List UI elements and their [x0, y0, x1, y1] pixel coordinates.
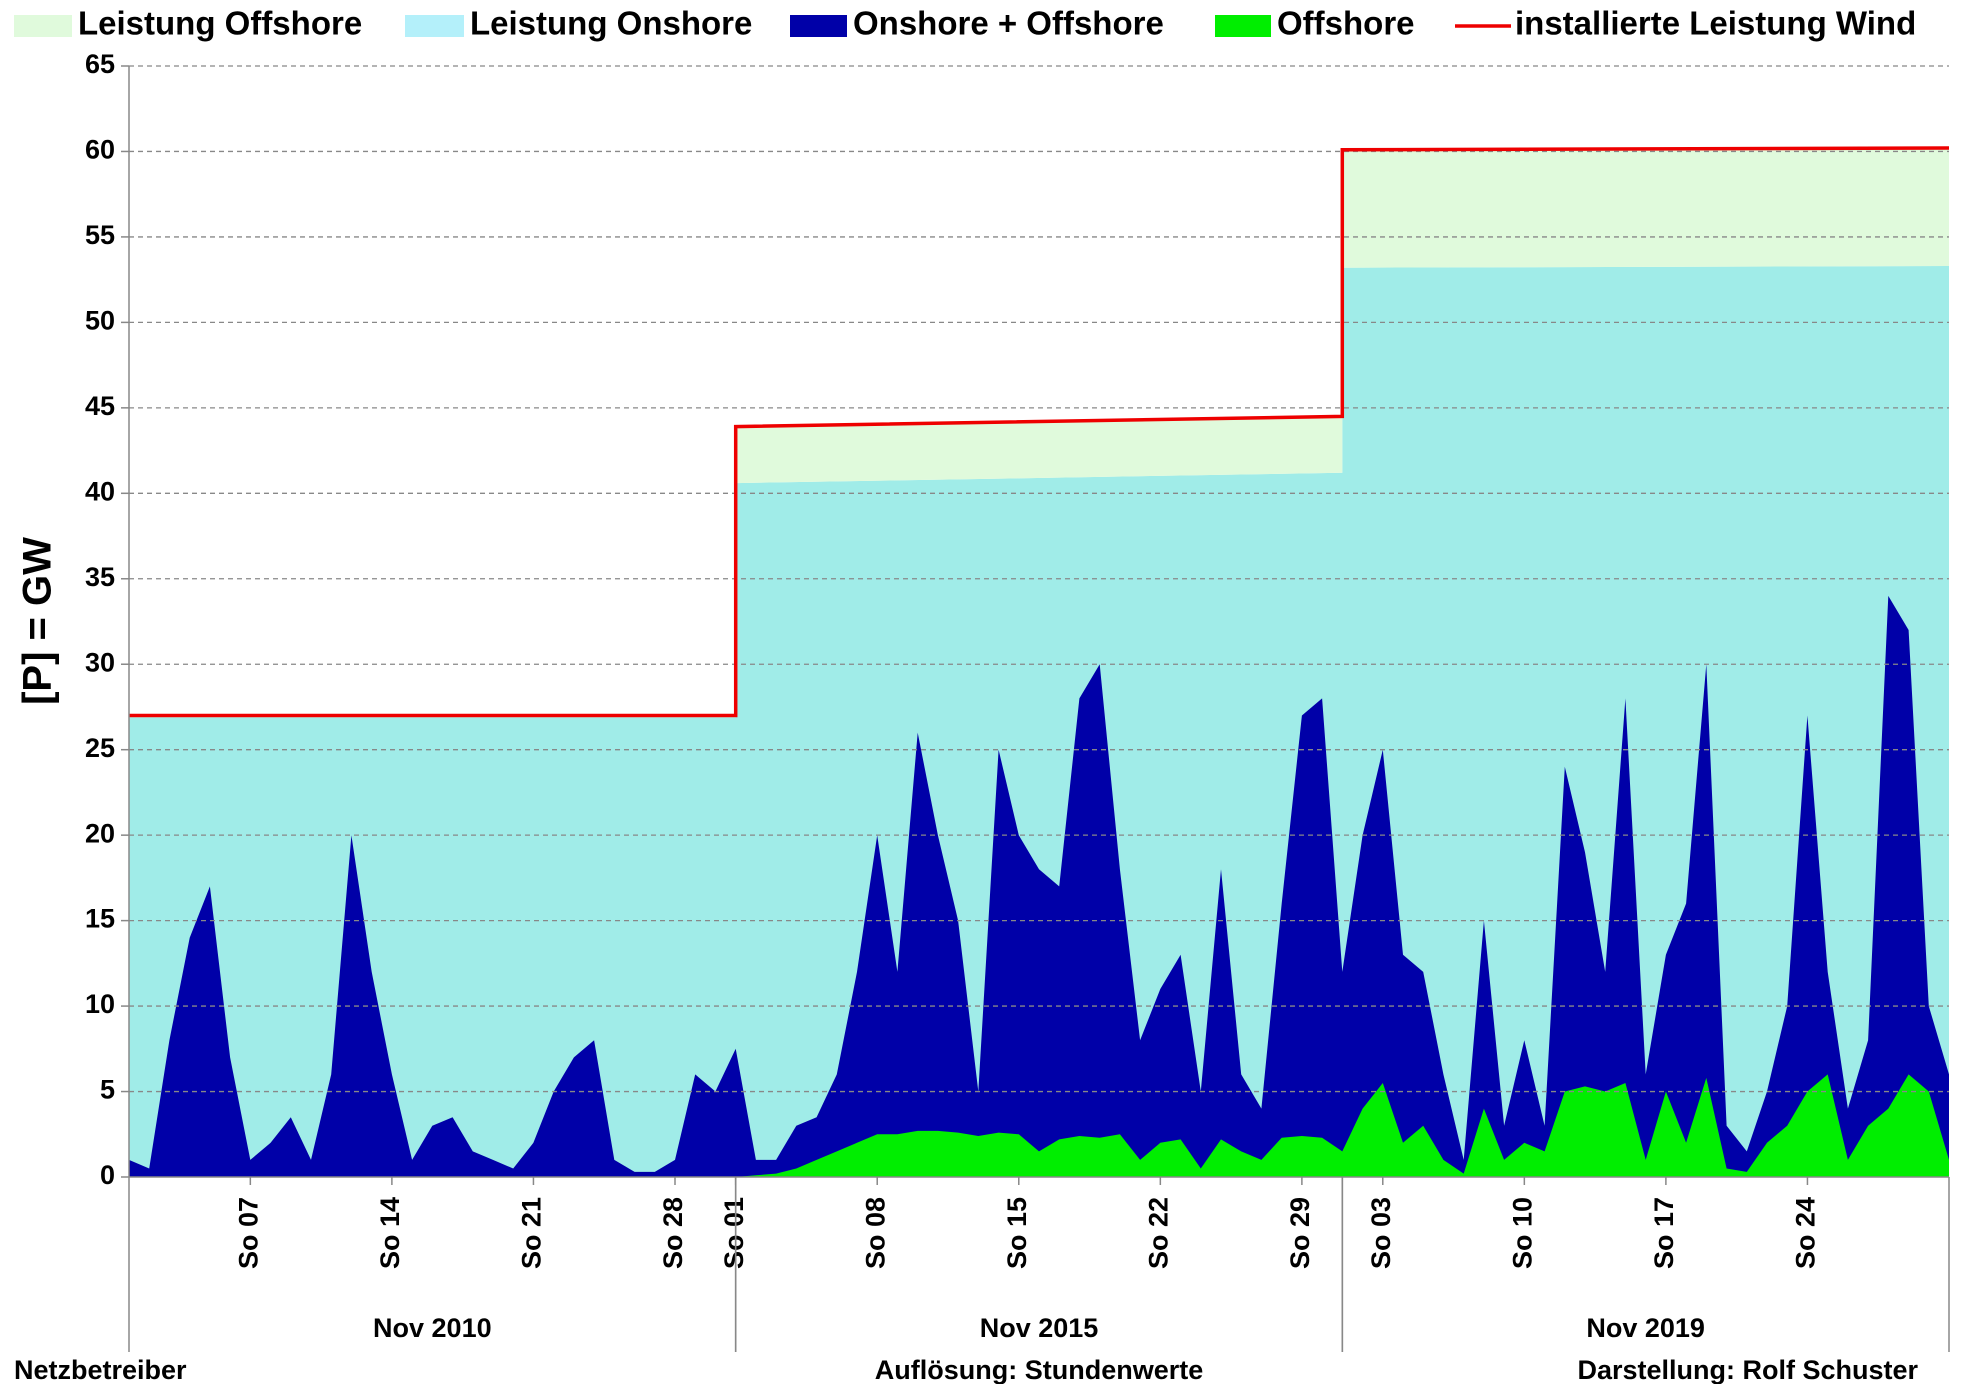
legend-label: Leistung Onshore	[470, 5, 752, 42]
group-label: Nov 2010	[373, 1313, 492, 1343]
legend-swatch	[790, 15, 847, 37]
x-tick-label: So 17	[1649, 1197, 1679, 1269]
x-tick-label: So 01	[719, 1197, 749, 1269]
y-tick-label: 15	[85, 904, 115, 934]
legend-swatch	[405, 15, 464, 37]
y-axis-label: [P] = GW	[16, 537, 60, 705]
x-tick-label: So 29	[1285, 1197, 1315, 1269]
legend-label: installierte Leistung Wind	[1515, 5, 1916, 42]
x-tick-label: So 28	[658, 1197, 688, 1269]
y-tick-label: 0	[100, 1160, 115, 1190]
y-tick-label: 30	[85, 647, 115, 677]
legend-swatch	[14, 15, 72, 37]
y-tick-label: 50	[85, 306, 115, 336]
legend-label: Leistung Offshore	[78, 5, 362, 42]
group-label: Nov 2015	[980, 1313, 1099, 1343]
y-tick-label: 20	[85, 818, 115, 848]
y-tick-label: 45	[85, 391, 115, 421]
footer-right: Darstellung: Rolf Schuster	[1577, 1355, 1918, 1384]
y-tick-label: 60	[85, 135, 115, 165]
footer-left: Netzbetreiber	[14, 1355, 187, 1384]
y-tick-label: 35	[85, 562, 115, 592]
x-tick-label: So 08	[860, 1197, 890, 1269]
x-tick-label: So 10	[1507, 1197, 1537, 1269]
area	[129, 1074, 1949, 1177]
y-tick-label: 40	[85, 476, 115, 506]
y-tick-label: 10	[85, 989, 115, 1019]
legend-label: Offshore	[1277, 5, 1415, 42]
area	[129, 266, 1949, 1177]
x-tick-label: So 22	[1143, 1197, 1173, 1269]
x-tick-label: So 21	[517, 1197, 547, 1269]
legend-label: Onshore + Offshore	[853, 5, 1164, 42]
x-tick-label: So 14	[375, 1197, 405, 1269]
x-tick-label: So 24	[1791, 1197, 1821, 1269]
footer-center: Auflösung: Stundenwerte	[875, 1355, 1203, 1384]
group-label: Nov 2019	[1586, 1313, 1705, 1343]
y-tick-label: 55	[85, 220, 115, 250]
x-tick-label: So 03	[1366, 1197, 1396, 1269]
y-tick-label: 5	[100, 1075, 115, 1105]
x-tick-label: So 07	[233, 1197, 263, 1269]
area	[129, 148, 1949, 718]
y-tick-label: 65	[85, 49, 115, 79]
line	[129, 146, 1950, 718]
area	[129, 595, 1949, 1177]
y-tick-label: 25	[85, 733, 115, 763]
legend-swatch	[1215, 15, 1271, 37]
x-tick-label: So 15	[1002, 1197, 1032, 1269]
